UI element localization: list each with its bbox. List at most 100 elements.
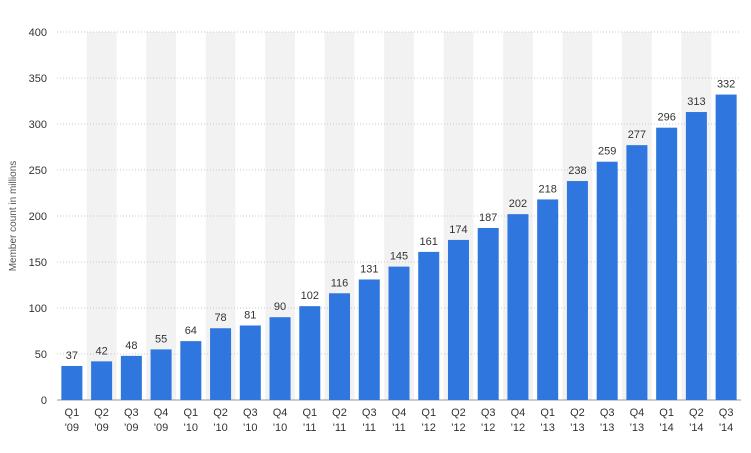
bar-value-label: 116 (331, 277, 349, 289)
bar[interactable] (329, 293, 351, 400)
x-tick-label-quarter: Q3 (124, 407, 139, 419)
x-tick-label-year: '14 (719, 422, 733, 434)
x-tick-label-year: '10 (184, 422, 198, 434)
bar-value-label: 161 (420, 236, 438, 248)
bar[interactable] (61, 365, 83, 400)
bar[interactable] (91, 361, 113, 400)
x-tick-label-year: '10 (243, 422, 257, 434)
x-tick-label-quarter: Q4 (392, 407, 407, 419)
bar-value-label: 277 (628, 129, 646, 141)
bar[interactable] (477, 227, 499, 400)
x-tick-label-year: '11 (303, 422, 317, 434)
x-tick-label-quarter: Q1 (65, 407, 80, 419)
bar[interactable] (358, 279, 380, 400)
bar-value-label: 102 (301, 290, 319, 302)
bar-value-label: 48 (125, 340, 137, 352)
bar-value-label: 131 (360, 263, 378, 275)
bar-value-label: 259 (598, 146, 616, 158)
bar[interactable] (507, 214, 529, 400)
bar[interactable] (566, 181, 588, 400)
y-tick-label: 400 (29, 27, 47, 39)
bar-value-label: 174 (449, 224, 467, 236)
bar[interactable] (269, 317, 291, 400)
x-tick-label-year: '14 (659, 422, 673, 434)
x-tick-label-quarter: Q3 (243, 407, 258, 419)
x-tick-label-year: '14 (689, 422, 703, 434)
bar[interactable] (120, 355, 142, 400)
x-tick-label-quarter: Q2 (689, 407, 704, 419)
x-tick-label-quarter: Q4 (630, 407, 645, 419)
bar[interactable] (537, 199, 559, 400)
bar[interactable] (239, 325, 261, 400)
x-tick-label-quarter: Q2 (451, 407, 466, 419)
x-tick-label-year: '09 (124, 422, 138, 434)
x-tick-label-year: '13 (600, 422, 614, 434)
x-tick-label-year: '12 (511, 422, 525, 434)
x-tick-label-year: '13 (541, 422, 555, 434)
bar[interactable] (299, 306, 321, 400)
x-tick-label-quarter: Q3 (600, 407, 615, 419)
x-tick-label-year: '12 (422, 422, 436, 434)
bar-value-label: 145 (390, 251, 408, 263)
x-tick-label-year: '09 (65, 422, 79, 434)
bars (61, 94, 737, 401)
x-tick-label-quarter: Q3 (719, 407, 734, 419)
x-tick-label-year: '12 (451, 422, 465, 434)
bar[interactable] (418, 251, 440, 400)
x-tick-label-quarter: Q1 (183, 407, 198, 419)
x-tick-label-quarter: Q1 (659, 407, 674, 419)
x-tick-label-year: '13 (630, 422, 644, 434)
x-tick-label-year: '13 (570, 422, 584, 434)
bar[interactable] (685, 112, 707, 400)
y-tick-label: 350 (29, 73, 47, 85)
bar-value-label: 313 (687, 96, 705, 108)
x-tick-label-quarter: Q3 (362, 407, 377, 419)
x-tick-label-quarter: Q2 (570, 407, 585, 419)
y-tick-label: 100 (29, 303, 47, 315)
bar[interactable] (626, 145, 648, 400)
x-tick-label-year: '11 (392, 422, 406, 434)
x-tick-label-quarter: Q1 (421, 407, 436, 419)
x-tick-label-year: '11 (362, 422, 376, 434)
x-tick-label-year: '10 (213, 422, 227, 434)
bar-value-label: 296 (657, 112, 675, 124)
x-tick-label-quarter: Q2 (332, 407, 347, 419)
bar[interactable] (656, 127, 678, 401)
bar[interactable] (388, 266, 410, 400)
y-tick-label: 300 (29, 119, 47, 131)
bar-value-label: 37 (66, 350, 78, 362)
y-tick-label: 150 (29, 257, 47, 269)
bar-value-label: 187 (479, 212, 497, 224)
x-tick-label-quarter: Q2 (213, 407, 228, 419)
bar-value-label: 238 (568, 165, 586, 177)
x-tick-label-quarter: Q1 (302, 407, 317, 419)
bar[interactable] (210, 328, 232, 400)
bar-value-label: 81 (244, 309, 256, 321)
bar-value-label: 202 (509, 198, 527, 210)
bar[interactable] (180, 341, 202, 400)
bar[interactable] (447, 239, 469, 400)
x-tick-label-quarter: Q1 (540, 407, 555, 419)
bar[interactable] (150, 349, 172, 400)
x-tick-label-quarter: Q3 (481, 407, 496, 419)
bar-value-label: 64 (185, 325, 197, 337)
value-labels: 37 42 48 55 64 78 81 90 102 116 131 145 161 174 187 202… (66, 79, 736, 362)
x-tick-label-year: '09 (154, 422, 168, 434)
bar[interactable] (596, 161, 618, 400)
x-tick-label-quarter: Q4 (511, 407, 526, 419)
bar-value-label: 218 (539, 183, 557, 195)
x-tick-label-quarter: Q2 (94, 407, 109, 419)
x-tick-label-year: '09 (94, 422, 108, 434)
bar-value-label: 78 (214, 312, 226, 324)
bar-value-label: 42 (95, 345, 107, 357)
bar-value-label: 55 (155, 333, 167, 345)
x-tick-label-year: '11 (333, 422, 347, 434)
y-axis-ticks: 0 50 100 150 200 250 300 350 400 (29, 27, 47, 407)
y-tick-label: 50 (35, 349, 47, 361)
bar[interactable] (715, 94, 737, 400)
x-tick-label-year: '10 (273, 422, 287, 434)
y-axis-title: Member count in millions (8, 161, 19, 272)
y-tick-label: 200 (29, 211, 47, 223)
